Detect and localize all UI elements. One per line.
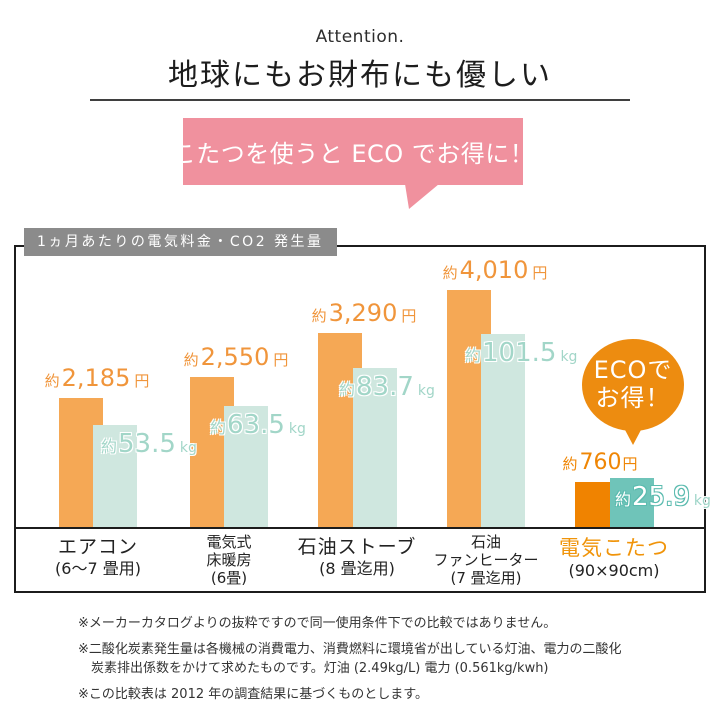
co2-bar (224, 406, 268, 527)
category-name: エアコン (57, 536, 138, 558)
price-value: 3,290 (328, 299, 398, 327)
co2-unit: kg (560, 349, 578, 365)
category-sub: (6〜7 畳用) (55, 558, 141, 578)
price-approx: 約 (183, 351, 199, 369)
category-label: 電気式 床暖房 (6畳) (134, 533, 324, 587)
co2-unit: kg (693, 493, 711, 509)
category-label: エアコン (6〜7 畳用) (3, 536, 193, 578)
footnote-1: ※メーカーカタログよりの抜粋ですので同一使用条件下での比較ではありません。 (78, 616, 557, 631)
eco-badge-tail (624, 428, 642, 445)
category-label: 石油 ファンヒーター (7 畳迄用) (391, 533, 581, 587)
co2-value: 101.5 (482, 338, 557, 368)
category-sub: (7 畳迄用) (450, 569, 522, 587)
co2-unit: kg (288, 421, 306, 437)
category-sub: (8 畳迄用) (319, 558, 395, 578)
speech-bubble-text: こたつを使うと ECO でお得に！ (171, 140, 535, 168)
co2-value: 53.5 (118, 429, 176, 459)
co2-approx: 約 (339, 380, 356, 399)
co2-approx: 約 (465, 346, 482, 365)
co2-approx: 約 (101, 437, 118, 456)
co2-approx: 約 (210, 418, 227, 437)
category-name: 電気式 (206, 533, 252, 551)
co2-value-label: 約101.5 kg (465, 340, 577, 366)
eco-badge-line1: ECOで (593, 356, 673, 385)
price-value-label: 約4,010 円 (410, 258, 580, 282)
co2-bar (610, 478, 654, 527)
price-approx: 約 (562, 455, 578, 473)
price-value-label: 約2,550 円 (151, 345, 321, 369)
co2-value-label: 約83.7 kg (339, 374, 435, 400)
chart-title-badge: 1ヵ月あたりの電気料金・CO2 発生量 (24, 228, 337, 256)
speech-bubble: こたつを使うと ECO でお得に！ (172, 118, 534, 209)
price-value: 760 (579, 450, 622, 475)
category-name: ファンヒーター (433, 551, 539, 569)
co2-unit: kg (179, 440, 197, 456)
footnote-3: ※この比較表は 2012 年の調査結果に基づくものとします。 (78, 686, 428, 702)
co2-approx: 約 (615, 490, 632, 509)
co2-unit: kg (417, 383, 435, 399)
co2-bar (353, 368, 397, 527)
price-unit: 円 (532, 264, 548, 282)
price-value: 2,550 (200, 343, 270, 371)
price-value-label: 約2,185 円 (12, 366, 182, 390)
footnote-2: ※二酸化炭素発生量は各機械の消費電力、消費燃料に環境省が出している灯油、電力の二… (78, 641, 622, 676)
category-name: 電気こたつ (559, 536, 669, 560)
co2-bar (481, 334, 525, 527)
eco-badge: ECOで お得！ (582, 339, 684, 431)
attention-label: Attention. (315, 27, 405, 47)
category-name: 石油ストーブ (297, 536, 417, 558)
price-unit: 円 (622, 455, 638, 473)
co2-value-label: 約53.5 kg (101, 431, 197, 457)
category-row: エアコン (6〜7 畳用) 電気式 床暖房 (6畳) 石油ストーブ (8 畳迄用) 石油 ファン… (16, 527, 704, 591)
co2-value: 25.9 (632, 482, 690, 512)
category-sub: (90×90cm) (568, 561, 660, 581)
page-title: 地球にもお財布にも優しい (168, 58, 552, 93)
category-label: 電気こたつ (90×90cm) (519, 536, 709, 580)
category-name: 石油 (470, 533, 501, 551)
co2-value: 83.7 (356, 372, 414, 402)
plot-area: ECOで お得！ 約2,185 円約53.5 kg 約2,550 円約63.5 kg 約3,… (16, 247, 711, 527)
price-value: 2,185 (61, 364, 131, 392)
price-approx: 約 (442, 264, 458, 282)
price-value-label: 約760円 (515, 452, 685, 474)
speech-bubble-tail (405, 184, 439, 209)
price-approx: 約 (311, 307, 327, 325)
price-unit: 円 (401, 307, 417, 325)
co2-bar (93, 425, 137, 527)
eco-badge-line2: お得！ (595, 384, 671, 412)
co2-value: 63.5 (227, 410, 285, 440)
co2-value-label: 約25.9 kg (615, 484, 711, 510)
footnotes: ※メーカーカタログよりの抜粋ですので同一使用条件下での比較ではありません。 ※二… (78, 615, 663, 711)
price-unit: 円 (273, 351, 289, 369)
category-sub: (6畳) (210, 569, 248, 587)
title-divider (90, 99, 630, 101)
category-name: 床暖房 (206, 551, 252, 569)
price-unit: 円 (134, 372, 150, 390)
category-label: 石油ストーブ (8 畳迄用) (262, 536, 452, 578)
price-value-label: 約3,290 円 (279, 301, 449, 325)
comparison-chart: 1ヵ月あたりの電気料金・CO2 発生量 ECOで お得！ 約2,185 円約53.… (14, 228, 711, 593)
price-value: 4,010 (459, 256, 529, 284)
price-approx: 約 (44, 372, 60, 390)
co2-value-label: 約63.5 kg (210, 412, 306, 438)
